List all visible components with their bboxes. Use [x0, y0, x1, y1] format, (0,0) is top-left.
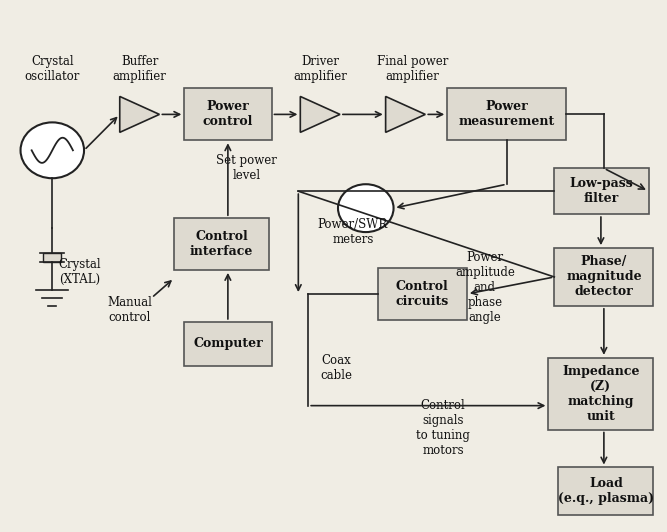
Text: Driver
amplifier: Driver amplifier: [293, 54, 347, 82]
Ellipse shape: [338, 184, 394, 232]
Text: Load
(e.q., plasma): Load (e.q., plasma): [558, 477, 654, 505]
Text: Power
control: Power control: [203, 101, 253, 128]
Text: Power/SWR
meters: Power/SWR meters: [317, 218, 388, 246]
Text: Final power
amplifier: Final power amplifier: [377, 54, 448, 82]
Text: Computer: Computer: [193, 337, 263, 350]
Text: Control
interface: Control interface: [189, 230, 253, 258]
Bar: [554, 248, 654, 306]
Text: Buffer
amplifier: Buffer amplifier: [113, 54, 167, 82]
Text: Control
signals
to tuning
motors: Control signals to tuning motors: [416, 398, 470, 456]
Text: Power
measurement: Power measurement: [458, 101, 555, 128]
Bar: [184, 322, 271, 365]
Polygon shape: [300, 96, 340, 132]
Bar: [558, 468, 654, 516]
Bar: [174, 218, 269, 270]
Text: Crystal
oscillator: Crystal oscillator: [25, 54, 80, 82]
Text: Crystal
(XTAL): Crystal (XTAL): [59, 258, 101, 286]
Text: Phase/
magnitude
detector: Phase/ magnitude detector: [566, 255, 642, 298]
Text: Impedance
(Z)
matching
unit: Impedance (Z) matching unit: [562, 364, 640, 422]
Bar: [554, 168, 648, 214]
Text: Manual
control: Manual control: [107, 296, 152, 324]
Polygon shape: [120, 96, 159, 132]
Text: Coax
cable: Coax cable: [320, 354, 352, 382]
Ellipse shape: [21, 122, 84, 178]
Text: Control
circuits: Control circuits: [396, 280, 449, 308]
Bar: [378, 268, 467, 320]
Text: Set power
level: Set power level: [216, 154, 277, 182]
Bar: [447, 88, 566, 140]
Polygon shape: [386, 96, 426, 132]
Bar: [548, 358, 654, 429]
Bar: [43, 253, 61, 262]
Text: Low-pass
filter: Low-pass filter: [570, 177, 633, 205]
Bar: [184, 88, 271, 140]
Text: Power
amplitude
and
phase
angle: Power amplitude and phase angle: [455, 252, 515, 325]
